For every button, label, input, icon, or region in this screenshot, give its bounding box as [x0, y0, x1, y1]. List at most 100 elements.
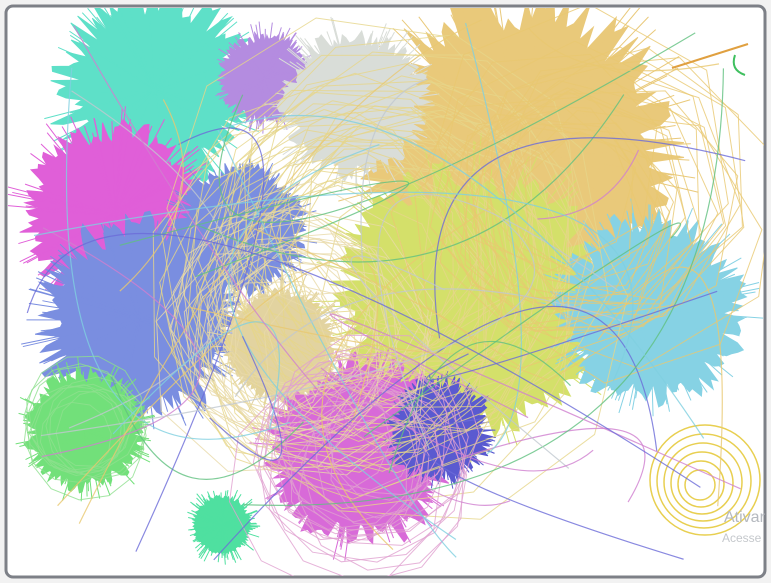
blob-spike: [278, 57, 356, 106]
blob-spike: [259, 449, 361, 468]
blob-spike: [154, 21, 238, 91]
blob-spike: [649, 309, 739, 312]
blob-spike: [111, 121, 116, 216]
stroke-line: [420, 418, 684, 560]
blob-spike: [357, 189, 471, 301]
blob-spike: [64, 429, 86, 485]
stroke-line: [537, 149, 640, 220]
stroke-line: [732, 54, 746, 76]
scribble: [268, 381, 465, 576]
blob-spike: [203, 524, 223, 562]
blob-spike: [428, 373, 441, 431]
blob-spike: [630, 198, 651, 311]
blob-spike: [469, 170, 573, 301]
blob-spike: [25, 429, 86, 461]
blob-spike: [22, 319, 141, 348]
blob-spike: [519, 16, 649, 151]
blob-spike: [65, 362, 86, 431]
scribble: [199, 208, 435, 443]
blob-spike: [154, 8, 170, 91]
blob-spike: [221, 502, 245, 526]
blob-spike: [228, 42, 266, 79]
scribble: [329, 389, 439, 501]
scribble: [461, 122, 671, 332]
blob-spike: [279, 344, 286, 418]
scribble: [203, 290, 334, 421]
blob-spike: [114, 147, 182, 216]
blob-spike: [154, 10, 202, 91]
scribble: [279, 351, 469, 537]
blob-spike: [50, 158, 116, 216]
blob-spike: [217, 58, 266, 79]
blob-spike: [69, 30, 156, 91]
stroke-line: [527, 27, 720, 72]
blob-spike: [346, 299, 471, 352]
blob-spike: [154, 89, 243, 116]
blob-spike: [154, 19, 211, 91]
blob-spike: [81, 12, 156, 91]
blob-spike: [50, 266, 141, 321]
blob-spike: [279, 274, 293, 346]
stroke-line: [65, 67, 290, 440]
scribble: [23, 384, 122, 483]
blob-spike: [279, 270, 283, 346]
scribble: [439, 117, 649, 328]
scribble: [234, 253, 377, 395]
blob-spike: [46, 132, 116, 216]
blob-spike: [245, 77, 266, 116]
blob-spike: [618, 309, 651, 414]
blob-spike: [354, 104, 389, 174]
stroke-line: [228, 144, 457, 541]
blob-spike: [144, 8, 156, 91]
blob-spike: [649, 231, 688, 311]
blob-spike: [114, 119, 165, 216]
blob-spike: [238, 32, 266, 79]
stroke-line: [209, 335, 283, 461]
blob-spike: [8, 193, 116, 216]
scribble: [330, 416, 430, 519]
scribble: [276, 400, 422, 541]
blob-spike: [649, 309, 724, 357]
blob-spike: [250, 24, 266, 79]
stroke-line: [350, 255, 570, 469]
blob-spike: [15, 429, 86, 445]
scribble: [459, 91, 703, 332]
scribble: [498, 82, 727, 305]
blob-spike: [51, 319, 141, 362]
blob-spike: [649, 309, 723, 376]
blob-spike: [439, 393, 472, 431]
stroke-line: [73, 25, 511, 506]
blob-spike: [111, 8, 156, 91]
scribble: [489, 109, 763, 384]
blob-spike: [221, 510, 258, 526]
blob-spike: [220, 492, 223, 526]
scribble: [315, 401, 444, 528]
stroke-line: [671, 43, 749, 69]
blob-spike: [519, 8, 642, 151]
scribble: [26, 355, 143, 472]
blob-spike: [234, 77, 266, 121]
blob-spike: [519, 67, 679, 151]
blob-spike: [139, 220, 159, 321]
blob-spike: [354, 46, 404, 106]
blob-spike: [359, 449, 395, 539]
blob-spike: [264, 27, 282, 79]
blob-spike: [50, 255, 141, 321]
blob-spike: [139, 319, 185, 420]
blob-spike: [84, 405, 146, 431]
blob-spike: [154, 12, 229, 91]
blob-spike: [154, 17, 235, 91]
blob-spike: [221, 517, 255, 526]
scribble: [229, 180, 481, 434]
blob-spike: [84, 429, 130, 467]
scribble: [259, 139, 530, 407]
scribble: [263, 291, 382, 409]
blob-spike: [359, 449, 435, 494]
blob-spike: [489, 8, 521, 151]
blob-spike: [354, 33, 373, 106]
blob-spike: [357, 201, 471, 301]
stroke-line: [227, 114, 705, 439]
blob-spike: [69, 89, 156, 114]
blob-spike: [264, 32, 297, 79]
